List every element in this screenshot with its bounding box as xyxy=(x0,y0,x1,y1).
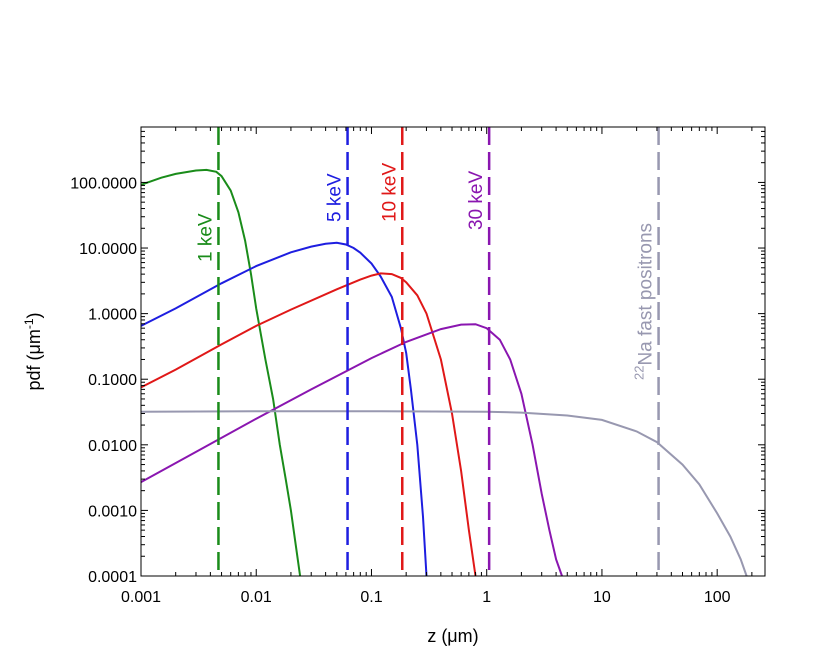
y-axis-title-main: pdf (μm xyxy=(24,329,44,390)
x-tick-label: 0.001 xyxy=(121,589,161,606)
y-axis-title-sup: -1 xyxy=(22,318,36,329)
x-tick-label: 10 xyxy=(593,589,611,606)
y-tick-label: 0.0010 xyxy=(88,503,137,520)
y-axis-title: pdf (μm-1) xyxy=(22,312,44,390)
plot-frame xyxy=(140,126,766,577)
y-tick-label: 0.0001 xyxy=(88,569,137,586)
y-tick-label: 10.0000 xyxy=(79,241,137,258)
curve-5-kev xyxy=(140,241,428,577)
x-tick-label: 100 xyxy=(704,589,731,606)
x-tick-label: 0.1 xyxy=(360,589,382,606)
curve-30-kev xyxy=(140,323,563,577)
x-tick-label: 1 xyxy=(482,589,491,606)
x-axis-ticks: 0.001 0.01 0.1 1 10 100 xyxy=(121,127,753,606)
series-labels: 1 keV 5 keV 10 keV 30 keV 22Na fast positron… xyxy=(195,163,656,380)
y-axis-title-end: ) xyxy=(24,312,44,318)
y-tick-label: 100.0000 xyxy=(70,175,137,192)
label-30-kev: 30 keV xyxy=(466,171,487,230)
label-5-kev: 5 keV xyxy=(325,173,346,222)
curve-10-kev xyxy=(140,272,477,577)
label-10-kev: 10 keV xyxy=(379,163,400,222)
y-axis-ticks: 0.0001 0.0010 0.0100 0.1000 1.0000 10.0000 100… xyxy=(70,126,765,586)
label-22na-fast-positrons: 22Na fast positrons xyxy=(632,223,657,380)
y-tick-label: 1.0000 xyxy=(88,307,137,324)
x-tick-label: 0.01 xyxy=(241,589,272,606)
curve-1-kev xyxy=(140,168,302,577)
y-tick-label: 0.0100 xyxy=(88,438,137,455)
y-tick-label: 0.1000 xyxy=(88,372,137,389)
curve-22na-fast-positrons xyxy=(140,410,748,577)
x-axis-title: z (μm) xyxy=(427,626,478,646)
label-1-kev: 1 keV xyxy=(195,213,216,262)
series-curves xyxy=(140,168,748,577)
